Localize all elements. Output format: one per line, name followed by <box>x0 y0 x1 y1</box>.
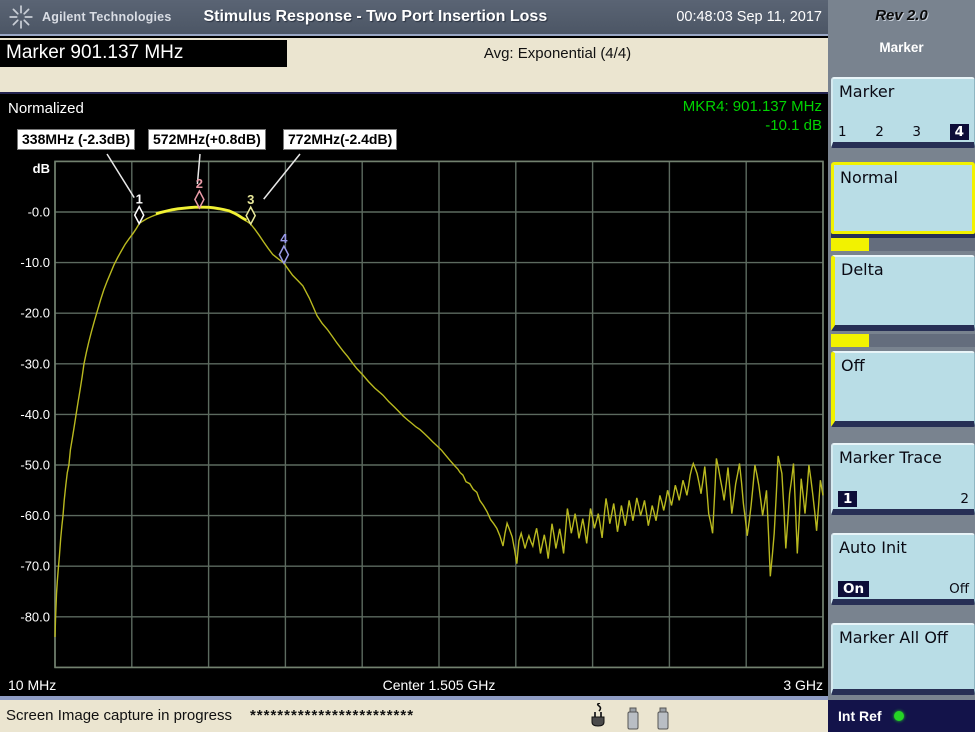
softkey-group-spacer <box>869 334 975 347</box>
battery-icon <box>657 707 669 730</box>
auto-init-label: Auto Init <box>839 538 907 557</box>
marker-option-3[interactable]: 3 <box>912 124 921 140</box>
delta-label: Delta <box>841 260 884 279</box>
grid-border <box>54 160 824 669</box>
marker-select-label: Marker <box>839 82 895 101</box>
trace-display: dB -0.0 -10.0 -20.0 -30.0 -40.0 -50.0 -60.0 -70.… <box>0 92 828 696</box>
menu-title: Marker <box>879 40 924 55</box>
agilent-logo-icon <box>9 5 33 29</box>
annotation-marker3: 772MHz(-2.4dB) <box>283 129 398 150</box>
trace-mode-label: Normalized <box>8 100 84 117</box>
active-function-readout: Marker 901.137 MHz <box>0 40 287 67</box>
page-title: Stimulus Response - Two Port Insertion L… <box>203 8 548 25</box>
off-button[interactable]: Off <box>831 351 975 427</box>
svg-text:-10.0: -10.0 <box>20 255 50 270</box>
marker-trace-options: 1 2 <box>838 491 969 507</box>
graticule-plot: dB -0.0 -10.0 -20.0 -30.0 -40.0 -50.0 -60.0 -70.… <box>8 153 824 693</box>
marker-all-off-label: Marker All Off <box>839 628 948 647</box>
battery-icon <box>627 707 639 730</box>
leader-lines <box>106 153 301 200</box>
brand-name: Agilent Technologies <box>42 10 172 24</box>
softkey-menu: Rev 2.0 Marker Marker 1 2 3 4 Normal Del… <box>828 0 975 732</box>
svg-text:3 GHz: 3 GHz <box>783 677 823 693</box>
marker-number-options: 1 2 3 4 <box>838 124 969 140</box>
int-ref-led-icon <box>893 711 904 721</box>
status-message: Screen Image capture in progress ********… <box>6 707 415 724</box>
marker4-readout: MKR4: 901.137 MHz -10.1 dB <box>683 97 822 135</box>
readout-bar: Marker 901.137 MHz Avg: Exponential (4/4… <box>0 38 828 92</box>
svg-text:10 MHz: 10 MHz <box>8 677 56 693</box>
reference-status: Int Ref <box>828 700 975 732</box>
status-icons <box>586 703 670 731</box>
auto-init-on-selected[interactable]: On <box>838 581 870 597</box>
marker-option-4-selected[interactable]: 4 <box>949 124 969 140</box>
marker-2: 2 <box>194 176 205 210</box>
marker4-amplitude: -10.1 dB <box>765 117 822 134</box>
annotation-marker2: 572MHz(+0.8dB) <box>148 129 266 150</box>
svg-text:-30.0: -30.0 <box>20 356 50 371</box>
marker-trace-button[interactable]: Marker Trace 1 2 <box>831 443 975 515</box>
softkey-group-link <box>831 334 869 347</box>
marker-select-button[interactable]: Marker 1 2 3 4 <box>831 77 975 148</box>
y-axis-labels: dB -0.0 -10.0 -20.0 -30.0 -40.0 -50.0 -60.0 -70.… <box>20 161 50 624</box>
firmware-rev: Rev 2.0 <box>875 7 928 24</box>
svg-text:-40.0: -40.0 <box>20 407 50 422</box>
svg-text:-20.0: -20.0 <box>20 306 50 321</box>
auto-init-button[interactable]: Auto Init On Off <box>831 533 975 605</box>
clock-datetime: 00:48:03 Sep 11, 2017 <box>676 9 822 25</box>
averaging-readout: Avg: Exponential (4/4) <box>483 45 632 62</box>
marker-trace-option-1-selected[interactable]: 1 <box>838 491 858 507</box>
marker4-frequency: MKR4: 901.137 MHz <box>682 98 822 115</box>
power-plug-icon <box>591 703 605 727</box>
normal-label: Normal <box>840 168 898 187</box>
marker-4: 4 <box>278 231 290 265</box>
marker-diamonds: 1 2 3 4 <box>133 176 290 265</box>
status-bar: Screen Image capture in progress ********… <box>0 696 828 732</box>
title-bar: Agilent Technologies Stimulus Response -… <box>0 0 828 36</box>
grid <box>54 160 824 669</box>
int-ref-label: Int Ref <box>838 708 882 724</box>
auto-init-off[interactable]: Off <box>949 581 969 597</box>
capture-progress: ************************ <box>249 707 415 724</box>
svg-text:3: 3 <box>247 192 254 207</box>
marker-trace-option-2[interactable]: 2 <box>960 491 969 507</box>
svg-text:-70.0: -70.0 <box>20 559 50 574</box>
svg-text:dB: dB <box>33 161 50 176</box>
marker-1: 1 <box>133 192 145 226</box>
softkey-group-link <box>831 238 869 251</box>
trace1-highlight <box>155 205 248 222</box>
marker-option-1[interactable]: 1 <box>838 124 847 140</box>
off-label: Off <box>841 356 865 375</box>
normal-button[interactable]: Normal <box>831 162 975 234</box>
svg-text:-80.0: -80.0 <box>20 609 50 624</box>
svg-text:Center 1.505 GHz: Center 1.505 GHz <box>383 677 496 693</box>
svg-text:-0.0: -0.0 <box>28 205 50 220</box>
svg-text:-50.0: -50.0 <box>20 458 50 473</box>
trace-group <box>54 205 824 638</box>
svg-text:4: 4 <box>280 231 288 246</box>
marker-trace-label: Marker Trace <box>839 448 942 467</box>
marker-all-off-button[interactable]: Marker All Off <box>831 623 975 695</box>
softkey-group-spacer <box>869 238 975 251</box>
marker-3: 3 <box>245 192 257 226</box>
marker-option-2[interactable]: 2 <box>875 124 884 140</box>
annotation-marker1: 338MHz (-2.3dB) <box>17 129 136 150</box>
auto-init-options: On Off <box>838 581 969 597</box>
delta-button[interactable]: Delta <box>831 255 975 331</box>
svg-text:1: 1 <box>136 192 143 207</box>
svg-text:-60.0: -60.0 <box>20 508 50 523</box>
svg-text:2: 2 <box>196 176 203 191</box>
x-axis-labels: 10 MHz Center 1.505 GHz 3 GHz <box>8 677 823 693</box>
